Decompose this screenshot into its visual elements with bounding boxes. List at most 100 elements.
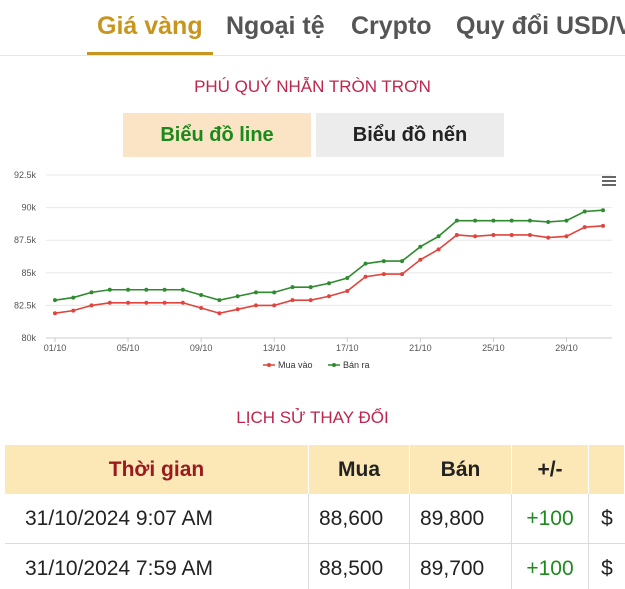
data-point: [601, 223, 605, 228]
table-row: 31/10/2024 7:59 AM 88,500 89,700 +100 $: [5, 544, 625, 589]
tab-gold-price[interactable]: Giá vàng: [97, 12, 203, 40]
data-point: [491, 218, 496, 223]
dollar-icon[interactable]: $: [601, 506, 613, 530]
chart-title: PHÚ QUÝ NHẪN TRÒN TRƠN: [194, 77, 431, 96]
data-point: [272, 303, 277, 308]
legend-label: Mua vào: [278, 360, 313, 370]
data-point: [162, 300, 167, 305]
row-buy: 88,600: [309, 494, 410, 543]
data-point: [327, 281, 331, 286]
y-tick-label: 85k: [21, 268, 36, 278]
data-point: [436, 234, 441, 239]
data-point: [162, 287, 167, 292]
data-point: [418, 244, 423, 249]
data-point: [308, 298, 313, 303]
data-point: [126, 287, 131, 292]
row-sell: 89,800: [410, 494, 512, 543]
data-point: [235, 307, 240, 312]
data-point: [564, 234, 569, 239]
data-point: [71, 308, 76, 313]
data-point: [89, 290, 94, 295]
row-sell: 89,700: [410, 544, 512, 589]
data-point: [454, 232, 459, 237]
x-tick-label: 01/10: [44, 343, 67, 353]
header-action: [589, 445, 625, 494]
legend-marker: [332, 363, 336, 367]
header-diff: +/-: [512, 445, 589, 494]
data-point: [509, 218, 514, 223]
x-tick-label: 13/10: [263, 343, 286, 353]
data-point: [601, 208, 605, 213]
data-point: [418, 257, 423, 262]
data-point: [381, 259, 386, 264]
data-point: [546, 219, 551, 224]
row-diff: +100: [512, 494, 589, 543]
header-buy: Mua: [309, 445, 410, 494]
data-point: [454, 218, 459, 223]
data-point: [199, 292, 204, 297]
data-point: [107, 300, 112, 305]
data-point: [546, 235, 551, 240]
x-tick-label: 29/10: [555, 343, 578, 353]
data-point: [400, 259, 405, 264]
y-tick-label: 87.5k: [14, 235, 37, 245]
x-tick-label: 09/10: [190, 343, 213, 353]
data-point: [53, 298, 57, 303]
data-point: [381, 272, 386, 277]
x-tick-label: 05/10: [117, 343, 140, 353]
data-point: [89, 303, 94, 308]
row-diff: +100: [512, 544, 589, 589]
header-sell: Bán: [410, 445, 512, 494]
tab-usd-converter[interactable]: Quy đổi USD/V: [456, 12, 625, 40]
data-point: [71, 295, 76, 300]
data-point: [290, 285, 295, 290]
data-point: [53, 311, 57, 316]
y-tick-label: 90k: [21, 203, 36, 213]
y-tick-label: 80k: [21, 333, 36, 343]
data-point: [308, 285, 313, 290]
header-time: Thời gian: [5, 445, 309, 494]
y-tick-label: 82.5k: [14, 300, 37, 310]
data-point: [180, 287, 185, 292]
x-tick-label: 21/10: [409, 343, 432, 353]
candlestick-chart-toggle[interactable]: Biểu đồ nến: [316, 113, 504, 157]
legend-label: Bán ra: [343, 360, 370, 370]
data-point: [564, 218, 569, 223]
legend-marker: [267, 363, 271, 367]
history-title: LỊCH SỬ THAY ĐỔI: [236, 408, 389, 427]
data-point: [400, 272, 405, 277]
data-point: [144, 287, 149, 292]
active-tab-underline: [87, 52, 213, 55]
data-point: [509, 232, 514, 237]
data-point: [473, 218, 478, 223]
data-point: [253, 303, 258, 308]
data-point: [253, 290, 258, 295]
tab-crypto[interactable]: Crypto: [351, 12, 432, 40]
data-point: [473, 234, 478, 239]
data-point: [327, 294, 331, 299]
hamburger-menu-icon[interactable]: [602, 176, 616, 190]
line-chart-toggle[interactable]: Biểu đồ line: [123, 113, 311, 157]
data-point: [217, 311, 222, 316]
data-point: [126, 300, 131, 305]
data-point: [363, 274, 368, 279]
data-point: [345, 276, 350, 281]
series-line: [54, 209, 604, 302]
top-tabs: Giá vàng Ngoại tệ Crypto Quy đổi USD/V: [0, 0, 625, 56]
row-buy: 88,500: [309, 544, 410, 589]
data-point: [217, 298, 222, 303]
table-header-row: Thời gian Mua Bán +/-: [5, 445, 625, 494]
data-point: [436, 247, 441, 252]
data-point: [345, 289, 350, 294]
data-point: [199, 306, 204, 311]
tab-foreign-currency[interactable]: Ngoại tệ: [226, 12, 325, 40]
data-point: [180, 300, 185, 305]
data-point: [272, 290, 277, 295]
data-point: [290, 298, 295, 303]
dollar-icon[interactable]: $: [601, 556, 613, 580]
data-point: [107, 287, 112, 292]
x-tick-label: 17/10: [336, 343, 359, 353]
data-point: [363, 261, 368, 266]
row-time: 31/10/2024 7:59 AM: [5, 544, 309, 589]
data-point: [491, 232, 496, 237]
